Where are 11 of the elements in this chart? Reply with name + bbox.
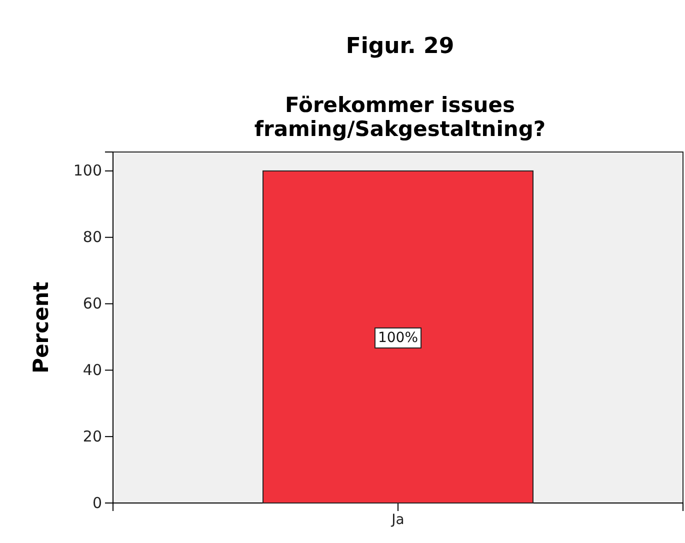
y-axis-title: Percent xyxy=(29,282,53,374)
y-tick-label: 60 xyxy=(82,294,102,313)
y-tick-label: 0 xyxy=(92,494,102,512)
data-label: 100% xyxy=(378,330,418,346)
y-tick-label: 20 xyxy=(82,427,102,446)
chart-subtitle: Förekommer issues framing/Sakgestaltning? xyxy=(254,93,546,141)
x-tick-label: Ja xyxy=(390,512,404,528)
y-tick-label: 100 xyxy=(73,162,102,180)
y-tick-label: 80 xyxy=(82,228,102,246)
chart-title: Figur. 29 xyxy=(346,34,454,59)
y-tick-label: 40 xyxy=(82,360,102,379)
